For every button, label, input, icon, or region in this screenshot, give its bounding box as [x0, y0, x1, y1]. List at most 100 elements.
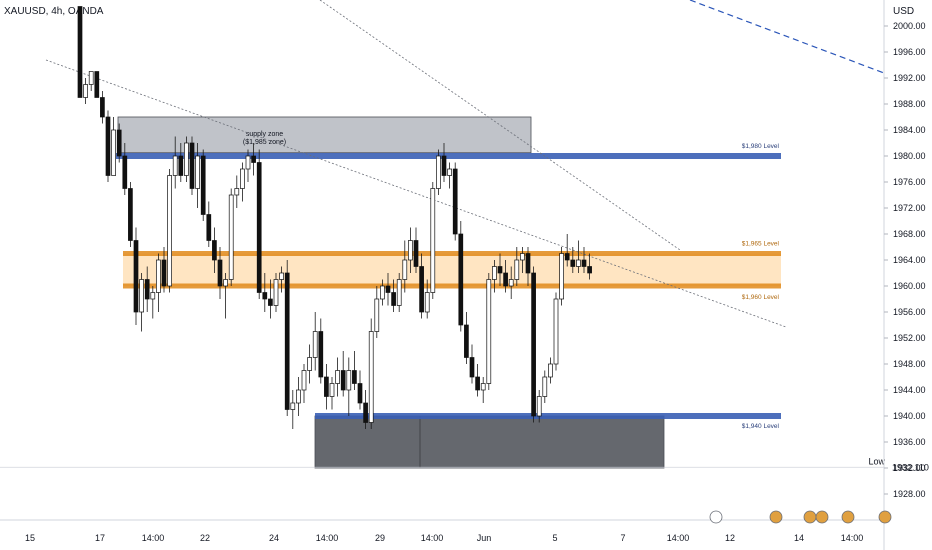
- candle-body[interactable]: [469, 357, 475, 378]
- candle-body[interactable]: [581, 259, 587, 267]
- candle-body[interactable]: [458, 233, 464, 326]
- candle-body[interactable]: [368, 331, 374, 423]
- event-icon[interactable]: [803, 510, 817, 524]
- candle-body[interactable]: [424, 292, 430, 313]
- candle-body[interactable]: [408, 240, 413, 261]
- candle-body[interactable]: [391, 292, 396, 306]
- candle-body[interactable]: [217, 259, 223, 287]
- candle-body[interactable]: [452, 168, 458, 235]
- candle-body[interactable]: [77, 6, 83, 98]
- candle-body[interactable]: [144, 279, 150, 300]
- candle-body[interactable]: [346, 370, 352, 391]
- candle-body[interactable]: [374, 298, 380, 332]
- candle-body[interactable]: [402, 259, 408, 280]
- candle-body[interactable]: [430, 188, 436, 293]
- candle-body[interactable]: [195, 155, 200, 189]
- candle-body[interactable]: [514, 259, 520, 280]
- candle-body[interactable]: [189, 142, 195, 189]
- candle-body[interactable]: [122, 155, 128, 189]
- candle-body[interactable]: [161, 259, 167, 287]
- candle-body[interactable]: [318, 331, 324, 378]
- candle-body[interactable]: [312, 331, 318, 358]
- candle-body[interactable]: [475, 376, 480, 391]
- candle-body[interactable]: [290, 402, 296, 410]
- candle-body[interactable]: [234, 188, 240, 196]
- candle-body[interactable]: [503, 272, 508, 287]
- candle-body[interactable]: [352, 370, 357, 384]
- candle-body[interactable]: [105, 116, 111, 176]
- candle-body[interactable]: [100, 97, 105, 118]
- candle-body[interactable]: [206, 214, 212, 241]
- candle-body[interactable]: [340, 370, 346, 391]
- candle-body[interactable]: [167, 175, 172, 287]
- candle-body[interactable]: [508, 279, 514, 287]
- candle-body[interactable]: [228, 194, 234, 280]
- candle-body[interactable]: [380, 285, 385, 300]
- event-icon[interactable]: [815, 510, 829, 524]
- candle-body[interactable]: [245, 155, 251, 170]
- event-icon[interactable]: [769, 510, 783, 524]
- candle-body[interactable]: [413, 240, 419, 267]
- candle-body[interactable]: [357, 383, 363, 404]
- candle-body[interactable]: [587, 266, 592, 274]
- candle-body[interactable]: [139, 279, 144, 313]
- candle-body[interactable]: [94, 71, 100, 98]
- candle-body[interactable]: [284, 272, 290, 410]
- candle-body[interactable]: [542, 376, 548, 397]
- time-tick-label: 14:00: [316, 533, 339, 543]
- candle-body[interactable]: [184, 142, 189, 176]
- candle-body[interactable]: [240, 168, 245, 189]
- event-icon[interactable]: [841, 510, 855, 524]
- candle-body[interactable]: [385, 285, 391, 293]
- candle-body[interactable]: [520, 253, 525, 261]
- candle-body[interactable]: [156, 259, 161, 293]
- candle-body[interactable]: [531, 272, 536, 417]
- candle-body[interactable]: [536, 396, 542, 417]
- candle-body[interactable]: [436, 155, 441, 189]
- candle-body[interactable]: [273, 279, 279, 306]
- candle-body[interactable]: [307, 357, 312, 371]
- candle-body[interactable]: [200, 155, 206, 215]
- candle-body[interactable]: [296, 389, 301, 404]
- candle-body[interactable]: [324, 376, 329, 397]
- candle-body[interactable]: [548, 363, 553, 378]
- candle-body[interactable]: [480, 383, 486, 391]
- candle-body[interactable]: [301, 370, 307, 391]
- candle-body[interactable]: [150, 292, 156, 300]
- candle-body[interactable]: [212, 240, 217, 261]
- candle-body[interactable]: [83, 84, 88, 98]
- candle-body[interactable]: [268, 298, 273, 306]
- candle-body[interactable]: [570, 259, 576, 267]
- candle-body[interactable]: [111, 129, 116, 176]
- candle-body[interactable]: [559, 253, 564, 300]
- candle-body[interactable]: [133, 240, 139, 313]
- candle-body[interactable]: [576, 259, 581, 267]
- candle-body[interactable]: [88, 71, 94, 85]
- dividend-icon[interactable]: [709, 510, 723, 524]
- candle-body[interactable]: [363, 402, 368, 423]
- candle-body[interactable]: [116, 129, 122, 157]
- candle-body[interactable]: [178, 155, 184, 176]
- candle-body[interactable]: [335, 370, 340, 384]
- event-icon[interactable]: [878, 510, 892, 524]
- candle-body[interactable]: [492, 266, 497, 280]
- candle-body[interactable]: [564, 253, 570, 261]
- candle-body[interactable]: [329, 383, 335, 397]
- candle-body[interactable]: [525, 253, 531, 274]
- candle-body[interactable]: [396, 279, 402, 306]
- candle-body[interactable]: [172, 155, 178, 176]
- candle-body[interactable]: [497, 266, 503, 274]
- candle-body[interactable]: [262, 292, 268, 300]
- candle-body[interactable]: [256, 162, 262, 293]
- candle-body[interactable]: [128, 188, 133, 241]
- candle-body[interactable]: [223, 279, 228, 287]
- candle-body[interactable]: [447, 168, 452, 176]
- candle-body[interactable]: [419, 266, 424, 313]
- candle-body[interactable]: [251, 155, 256, 163]
- candle-body[interactable]: [486, 279, 492, 384]
- candle-body[interactable]: [441, 155, 447, 176]
- candle-body[interactable]: [279, 272, 284, 280]
- candle-body[interactable]: [553, 298, 559, 365]
- candle-body[interactable]: [464, 324, 469, 358]
